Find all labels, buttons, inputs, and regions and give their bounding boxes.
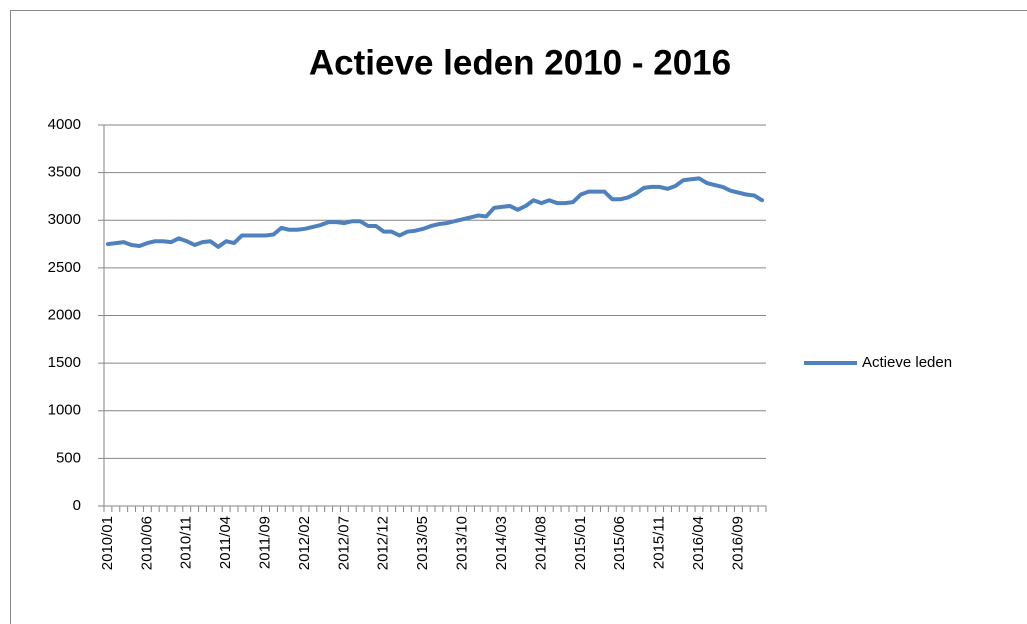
x-tick-label: 2012/07 (335, 516, 352, 570)
x-tick-label: 2012/12 (375, 516, 392, 570)
x-tick-label: 2016/04 (690, 516, 707, 570)
y-tick-label: 1500 (48, 354, 81, 371)
x-tick-label: 2014/08 (532, 516, 549, 570)
y-tick-label: 0 (73, 497, 81, 514)
x-tick-label: 2010/11 (178, 516, 195, 569)
x-tick-label: 2011/09 (257, 516, 274, 569)
x-tick-label: 2015/06 (611, 516, 628, 570)
y-tick-label: 3000 (48, 211, 81, 228)
x-tick-label: 2012/02 (296, 516, 313, 570)
x-tick-label: 2010/06 (138, 516, 155, 570)
x-tick-label: 2010/01 (99, 516, 116, 570)
x-tick-label: 2015/11 (651, 516, 668, 569)
data-line (105, 176, 765, 249)
y-tick-label: 1000 (48, 402, 81, 419)
y-tick-label: 2000 (48, 306, 81, 323)
x-tick-label: 2014/03 (493, 516, 510, 570)
chart-title: Actieve leden 2010 - 2016 (309, 43, 731, 82)
x-tick-label: 2011/04 (217, 516, 234, 569)
x-tick-label: 2013/10 (454, 516, 471, 570)
x-tick-label: 2013/05 (414, 516, 431, 570)
x-tick-label: 2016/09 (729, 516, 746, 570)
x-tick-label: 2015/01 (572, 516, 589, 570)
legend-label: Actieve leden (862, 354, 952, 371)
y-tick-label: 4000 (48, 116, 81, 133)
chart-frame (10, 10, 1027, 624)
y-tick-label: 3500 (48, 164, 81, 181)
y-tick-label: 500 (56, 449, 81, 466)
y-tick-label: 2500 (48, 259, 81, 276)
